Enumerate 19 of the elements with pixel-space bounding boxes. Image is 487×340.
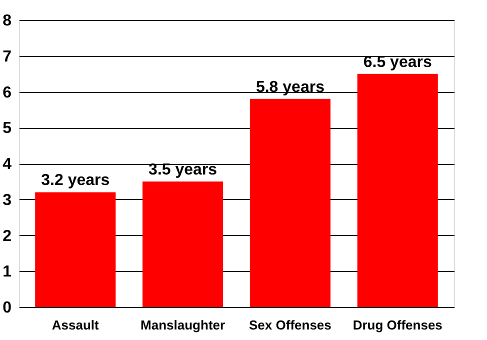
x-tick-label: Drug Offenses <box>352 318 442 332</box>
bar <box>142 181 224 307</box>
x-tick-label: Sex Offenses <box>249 318 332 332</box>
bar <box>357 74 438 307</box>
data-label: 3.2 years <box>41 172 110 190</box>
x-tick-label: Assault <box>52 318 100 332</box>
y-tick-label: 2 <box>2 228 12 245</box>
y-tick-label: 0 <box>2 300 12 316</box>
y-tick-label: 3 <box>2 192 12 209</box>
y-tick-label: 7 <box>2 48 12 66</box>
data-label: 5.8 years <box>256 78 325 96</box>
bar <box>35 192 116 307</box>
y-tick-label: 4 <box>2 156 12 173</box>
y-tick-label: 5 <box>2 120 12 138</box>
x-tick-label: Manslaughter <box>140 318 226 332</box>
bar <box>250 98 330 307</box>
y-tick-label: 6 <box>2 84 12 102</box>
y-tick-label: 8 <box>2 12 12 30</box>
y-tick-label: 1 <box>2 264 12 281</box>
